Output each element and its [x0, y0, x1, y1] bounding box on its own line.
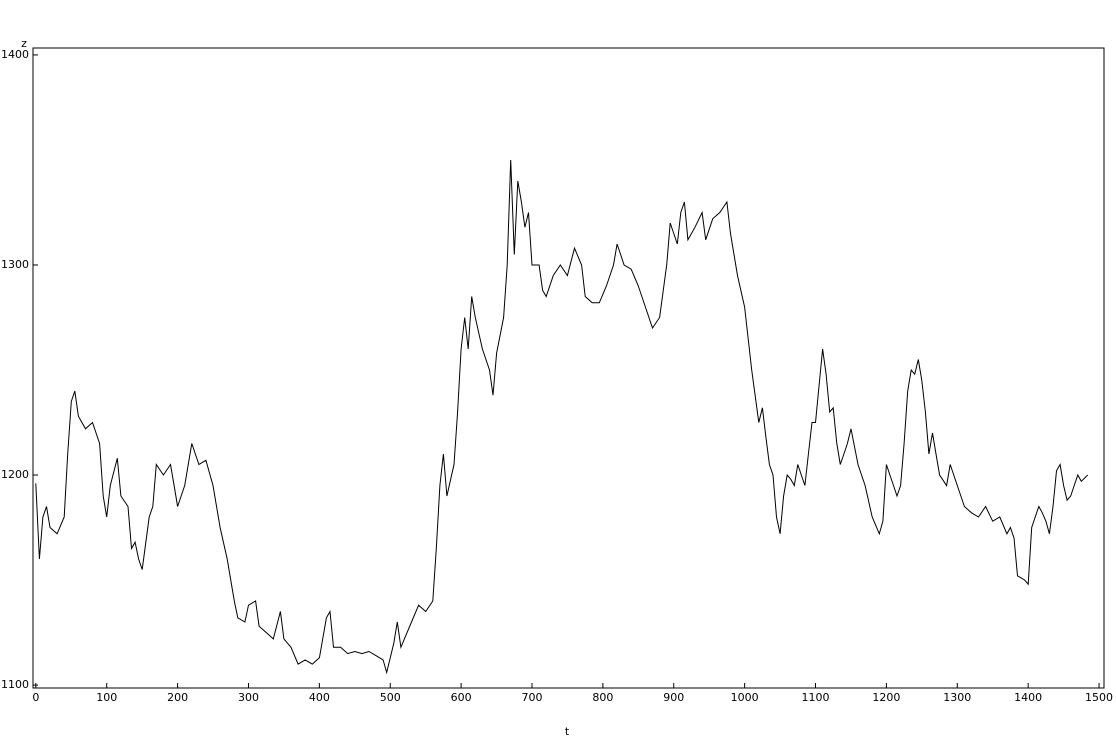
plot-frame [32, 47, 1105, 689]
y-axis-label: z [21, 37, 27, 50]
x-tick-label: 1200 [872, 691, 900, 704]
y-tick-label: 1400 [1, 48, 29, 61]
x-tick-label: 400 [309, 691, 330, 704]
y-tick-label: 1100 [1, 678, 29, 691]
x-tick-label: 100 [96, 691, 117, 704]
data-line [35, 159, 1089, 675]
x-tick-label: 200 [167, 691, 188, 704]
x-tick-label: 700 [521, 691, 542, 704]
x-tick-label: 1100 [802, 691, 830, 704]
x-tick-label: 1500 [1085, 691, 1113, 704]
x-tick-label: 900 [663, 691, 684, 704]
x-axis-label: t [565, 725, 570, 738]
x-tick-label: 500 [380, 691, 401, 704]
y-tick-label: 1200 [1, 468, 29, 481]
x-tick-label: 0 [32, 691, 39, 704]
x-tick-label: 1400 [1014, 691, 1042, 704]
x-tick-label: 600 [451, 691, 472, 704]
y-tick-label: 1300 [1, 258, 29, 271]
x-tick-label: 1300 [943, 691, 971, 704]
x-tick-label: 1000 [731, 691, 759, 704]
x-tick-label: 800 [592, 691, 613, 704]
x-tick-label: 300 [238, 691, 259, 704]
